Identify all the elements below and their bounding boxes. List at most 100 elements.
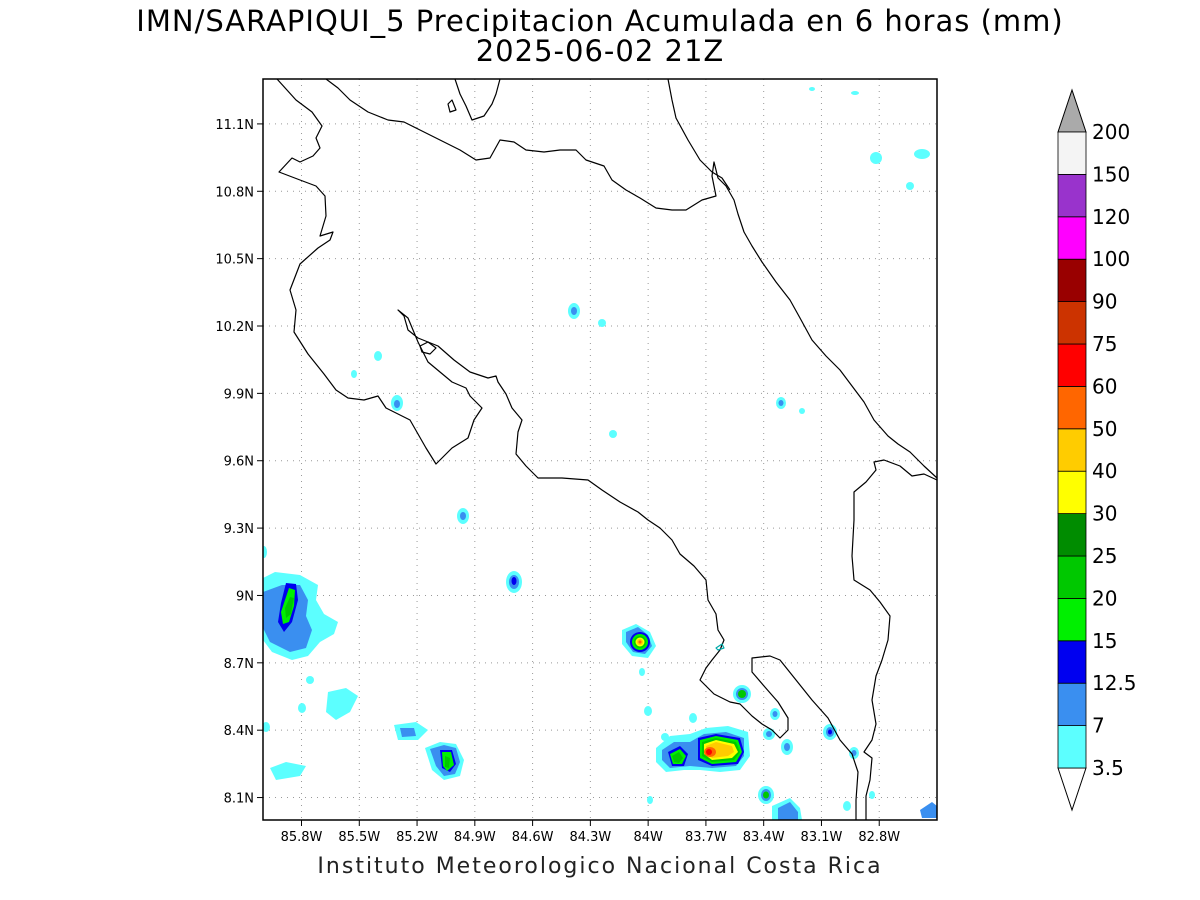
precip-dot <box>661 733 669 741</box>
precip-dot <box>644 706 652 716</box>
x-tick-label: 83.1W <box>801 830 843 845</box>
colorbar-bottom-arrow <box>1057 767 1087 812</box>
x-tick-label: 84.6W <box>512 830 554 845</box>
colorbar-label: 60 <box>1092 374 1117 398</box>
colorbar-swatch <box>1057 598 1087 642</box>
precip-dot <box>263 722 270 732</box>
map-title: IMN/SARAPIQUI_5 Precipitacion Acumulada … <box>136 4 1064 38</box>
y-tick-label: 9.3N <box>224 522 254 537</box>
island-gulf <box>715 643 725 651</box>
x-tick-label: 82.8W <box>858 830 900 845</box>
colorbar-swatch <box>1057 640 1087 684</box>
x-tick-label: 85.5W <box>338 830 380 845</box>
precip-dot <box>843 801 851 811</box>
coastline-nicaragua-lake <box>454 79 501 121</box>
precip-blob-sb7 <box>778 802 798 820</box>
precip-dot <box>738 690 746 698</box>
colorbar-swatch <box>1057 216 1087 260</box>
colorbar-swatch <box>1057 470 1087 515</box>
precip-dot <box>263 546 267 558</box>
plot-frame <box>262 78 938 821</box>
colorbar-swatch <box>1057 513 1087 557</box>
precip-dot <box>689 713 697 723</box>
x-tick-label: 83.4W <box>743 830 785 845</box>
precip-blob-s20 <box>672 752 683 763</box>
longitude-axis: 85.8W 85.5W 85.2W 84.9W 84.6W 84.3W 84W 83.7W 83… <box>281 820 900 845</box>
y-tick-label: 10.5N <box>215 253 254 268</box>
colorbar-swatch <box>1057 258 1087 302</box>
colorbar-label: 3.5 <box>1092 756 1124 780</box>
colorbar-swatch <box>1057 174 1087 218</box>
colorbar-label: 200 <box>1092 120 1130 144</box>
latitude-axis: 11.1N 10.8N 10.5N 10.2N 9.9N 9.6N 9.3N 9N 8.7N 8.… <box>215 118 263 807</box>
precip-dot <box>598 319 606 327</box>
precip-dot <box>799 408 805 414</box>
precip-dot <box>778 400 784 406</box>
precip-blob-w3c <box>270 762 306 780</box>
precipitation-fields <box>263 87 937 820</box>
precip-dot <box>298 703 306 713</box>
precip-dot <box>638 640 642 644</box>
colorbar-label: 20 <box>1092 586 1117 610</box>
precip-dot <box>851 91 859 95</box>
precip-dot <box>906 182 914 190</box>
precip-colorbar: 3.5 7 12.5 15 20 25 30 40 50 60 75 90 100 120 150 200 <box>1057 88 1137 812</box>
precip-blob-w3b <box>326 688 358 720</box>
colorbar-label: 7 <box>1092 714 1105 738</box>
island-chira <box>419 341 437 355</box>
precip-dot <box>809 87 815 91</box>
colorbar-swatch <box>1057 343 1087 387</box>
precip-dot <box>374 351 382 361</box>
colorbar-label: 30 <box>1092 502 1117 526</box>
colorbar-swatch <box>1057 428 1087 472</box>
x-tick-label: 83.7W <box>685 830 727 845</box>
precip-dot <box>306 676 314 684</box>
y-tick-label: 8.1N <box>224 792 254 807</box>
island-small <box>447 99 457 113</box>
precip-dot <box>870 152 882 164</box>
colorbar-swatch <box>1057 725 1087 769</box>
colorbar-swatch <box>1057 385 1087 430</box>
colorbar-label: 25 <box>1092 544 1117 568</box>
colorbar-label: 120 <box>1092 205 1130 229</box>
x-tick-label: 84W <box>633 830 663 845</box>
colorbar-label: 12.5 <box>1092 671 1137 695</box>
x-tick-label: 84.9W <box>454 830 496 845</box>
y-tick-label: 10.8N <box>215 185 254 200</box>
precip-dot <box>763 791 769 799</box>
coastline-caribbean <box>325 79 937 479</box>
precip-dot <box>869 791 875 799</box>
y-tick-label: 10.2N <box>215 320 254 335</box>
colorbar-swatch <box>1057 682 1087 727</box>
plot-background <box>263 79 937 820</box>
coastline-northeast <box>667 79 731 191</box>
colorbar-label: 15 <box>1092 629 1117 653</box>
precip-blob-c7 <box>400 728 416 737</box>
precip-dot <box>460 512 466 520</box>
colorbar-label: 50 <box>1092 417 1117 441</box>
coastline-pacific-south <box>851 459 937 820</box>
precip-dot <box>766 731 772 737</box>
y-tick-label: 9.9N <box>224 387 254 402</box>
y-tick-label: 9N <box>236 589 254 604</box>
precip-dot <box>639 668 645 676</box>
precip-blob-w20 <box>285 597 294 618</box>
colorbar-label: 150 <box>1092 162 1130 186</box>
x-tick-label: 85.8W <box>281 830 323 845</box>
precip-dot <box>571 307 577 315</box>
x-tick-label: 85.2W <box>396 830 438 845</box>
precip-dot <box>784 743 790 751</box>
y-tick-label: 11.1N <box>215 118 254 133</box>
map-gridlines <box>263 79 937 820</box>
colorbar-top-arrow <box>1057 88 1087 133</box>
x-tick-label: 84.3W <box>569 830 611 845</box>
precip-dot <box>647 796 653 804</box>
coastline <box>276 79 937 820</box>
precip-blob-se <box>920 802 937 818</box>
colorbar-label: 75 <box>1092 332 1117 356</box>
precip-dot <box>706 749 712 755</box>
colorbar-label: 90 <box>1092 290 1117 314</box>
footer-credit: Instituto Meteorologico Nacional Costa R… <box>317 854 883 879</box>
precip-dot <box>828 729 832 735</box>
